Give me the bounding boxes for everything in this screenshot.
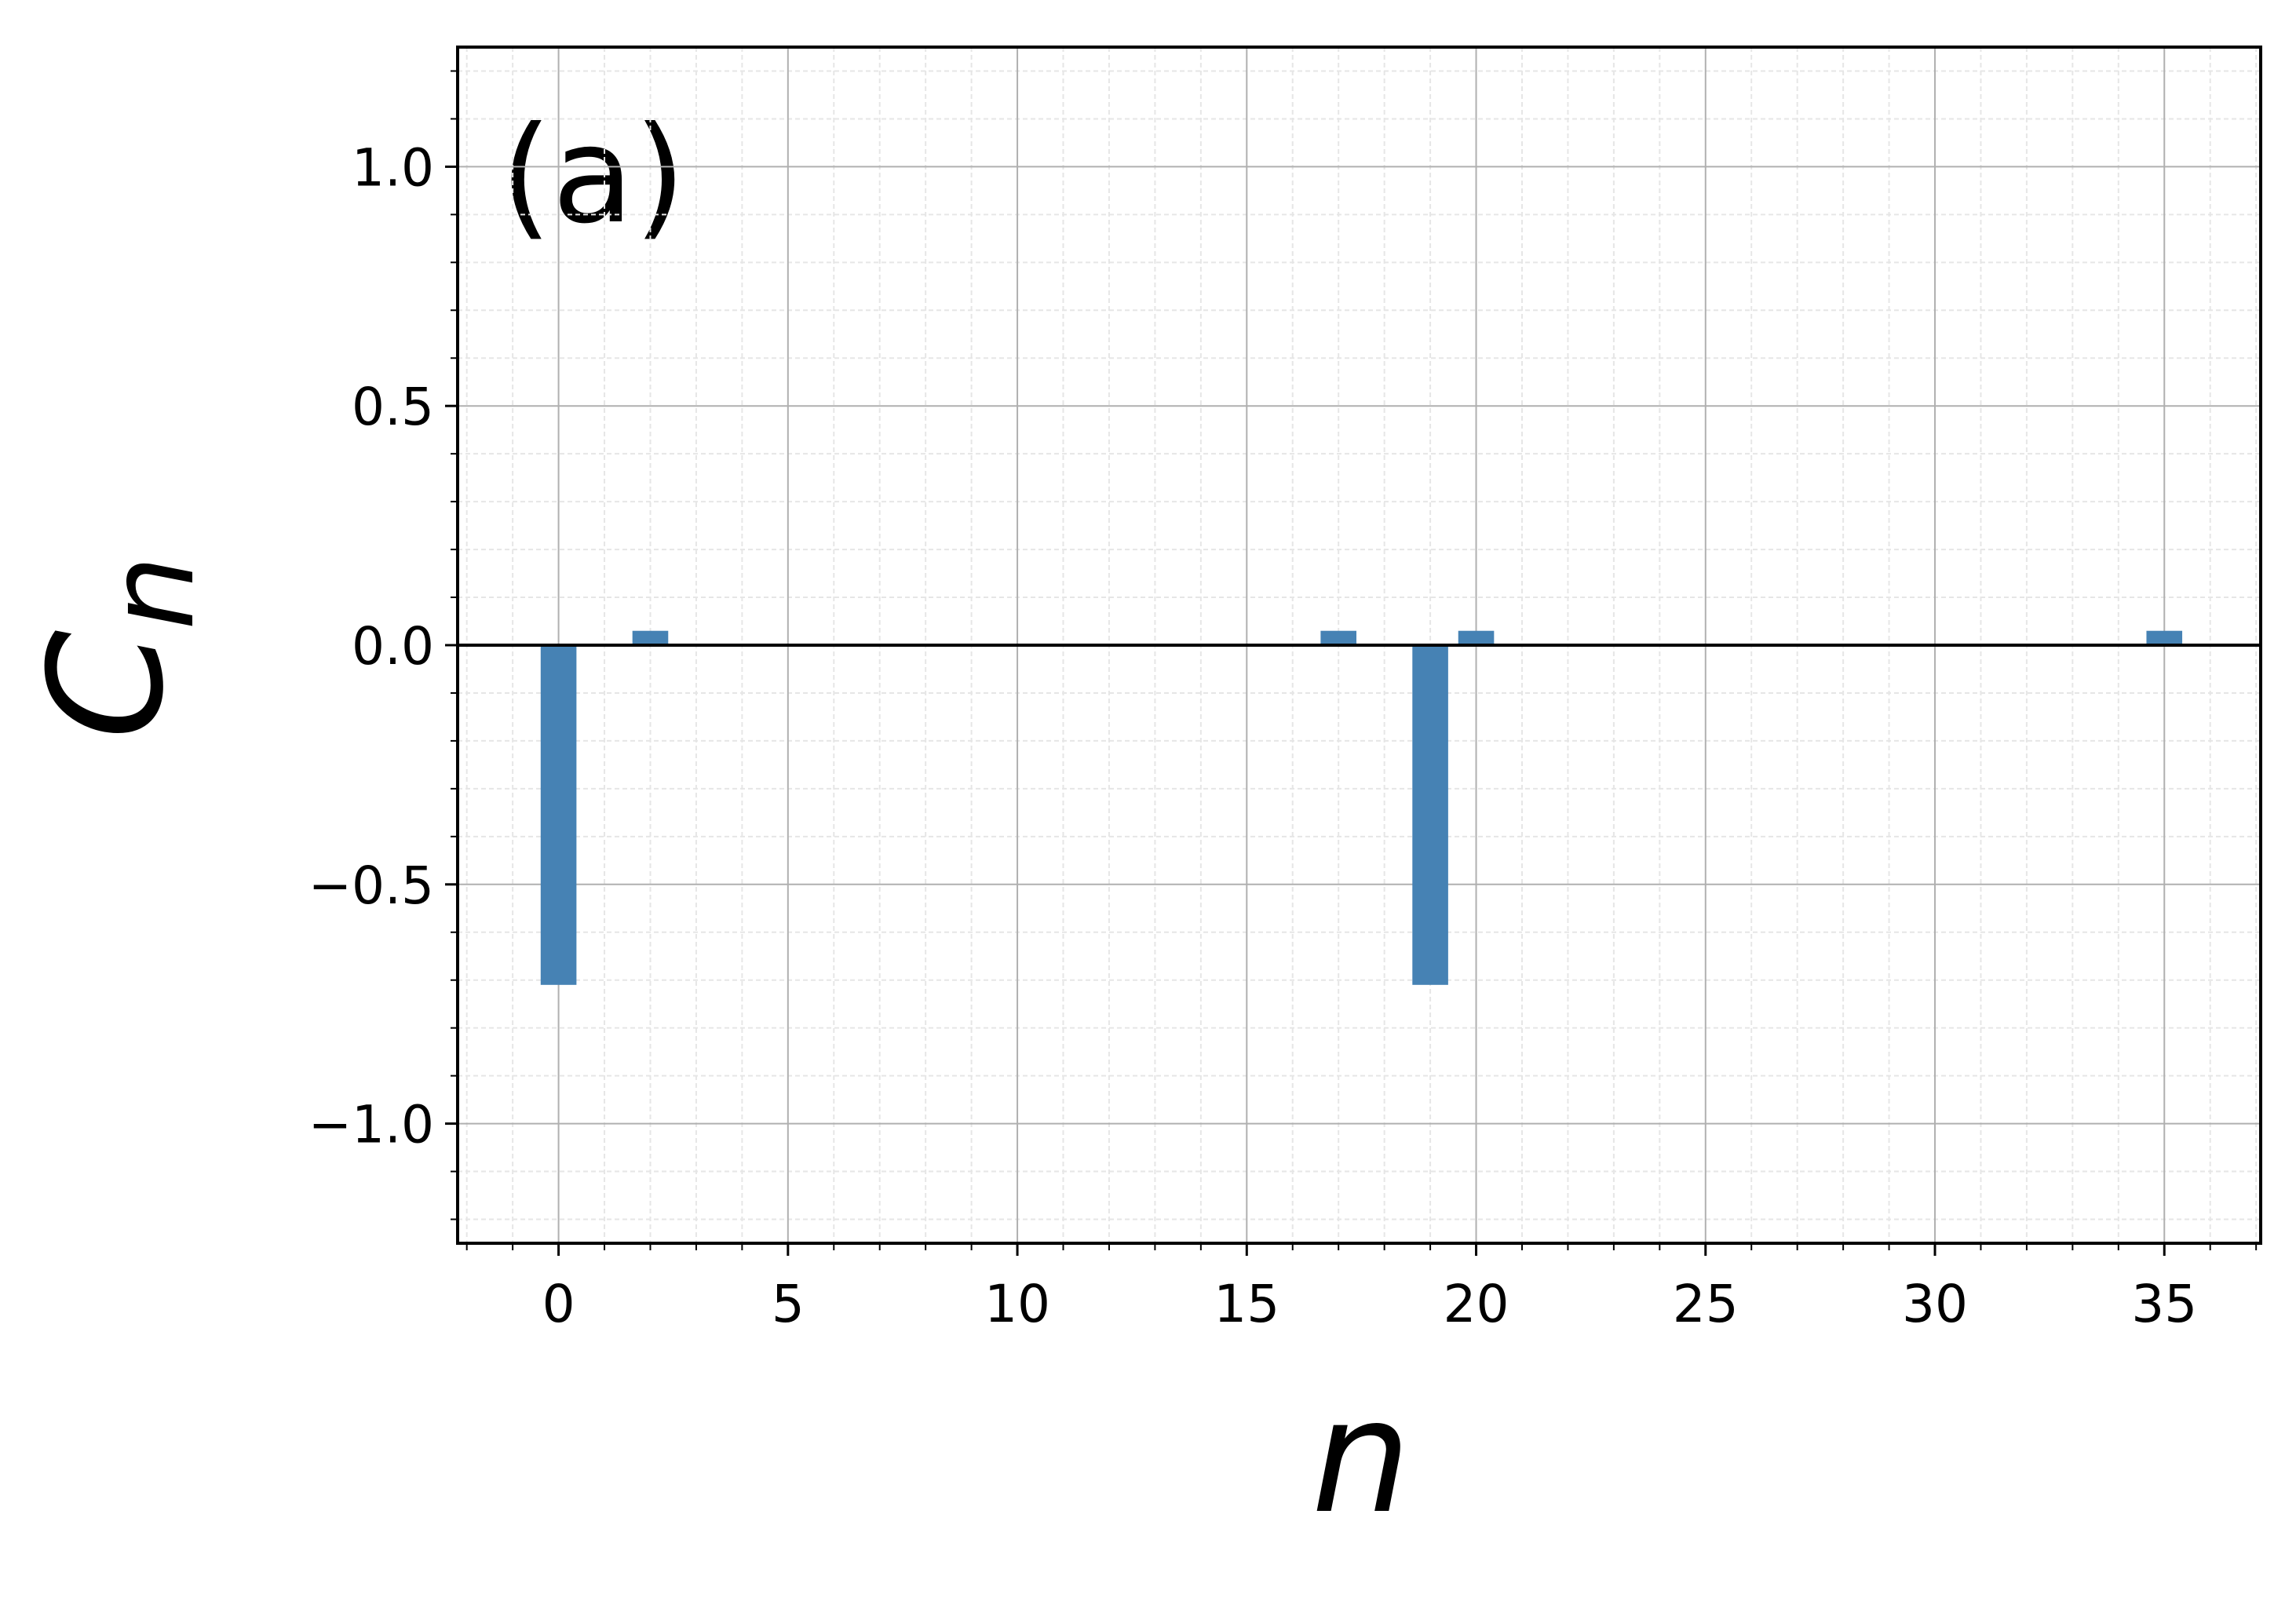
bar [1458,630,1495,645]
x-tick-label: 20 [1444,1274,1509,1334]
x-axis-label: n [1312,1366,1411,1549]
x-tick-label: 35 [2131,1274,2197,1334]
bar [540,645,577,985]
y-tick-label: 1.0 [352,137,434,198]
y-tick-label: −0.5 [308,856,434,916]
x-tick-label: 0 [542,1274,575,1334]
panel-label: (a) [500,98,686,254]
x-tick-label: 30 [1902,1274,1968,1334]
bar [2146,630,2183,645]
y-axis-label-subscript: n [84,556,221,630]
bar [1412,645,1448,985]
y-tick-label: 0.5 [352,377,434,437]
y-tick-label: −1.0 [308,1095,434,1155]
bar [1320,630,1356,645]
y-axis-label: Cn [16,556,221,740]
x-tick-label: 5 [772,1274,805,1334]
x-tick-label: 25 [1673,1274,1739,1334]
plot-frame [456,46,2262,1245]
bar [632,630,669,645]
x-tick-label: 15 [1214,1274,1279,1334]
y-tick-label: 0.0 [352,616,434,677]
y-axis-label-main: C [16,630,199,740]
x-tick-label: 10 [984,1274,1050,1334]
